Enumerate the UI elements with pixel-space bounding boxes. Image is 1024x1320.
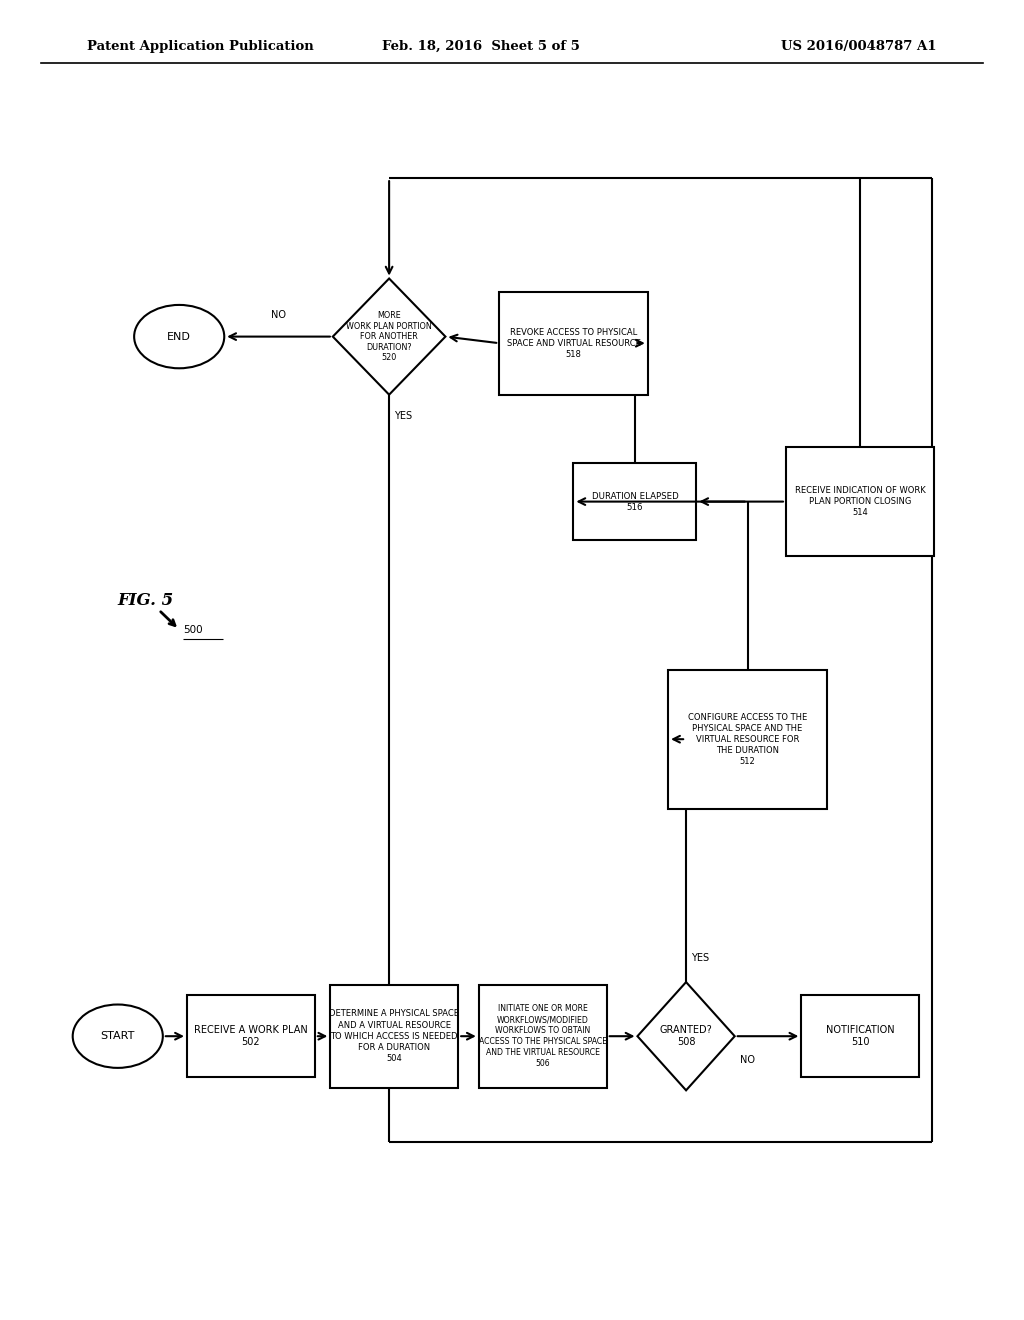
- Text: NO: NO: [739, 1055, 755, 1065]
- Polygon shape: [637, 982, 735, 1090]
- Text: RECEIVE A WORK PLAN
502: RECEIVE A WORK PLAN 502: [194, 1026, 308, 1047]
- Text: DURATION ELAPSED
516: DURATION ELAPSED 516: [592, 491, 678, 512]
- Text: NOTIFICATION
510: NOTIFICATION 510: [825, 1026, 895, 1047]
- Text: US 2016/0048787 A1: US 2016/0048787 A1: [781, 40, 937, 53]
- Ellipse shape: [134, 305, 224, 368]
- FancyBboxPatch shape: [186, 995, 315, 1077]
- Text: FIG. 5: FIG. 5: [118, 593, 174, 609]
- Text: DETERMINE A PHYSICAL SPACE
AND A VIRTUAL RESOURCE
TO WHICH ACCESS IS NEEDED
FOR : DETERMINE A PHYSICAL SPACE AND A VIRTUAL…: [330, 1010, 459, 1063]
- FancyBboxPatch shape: [479, 985, 606, 1088]
- Text: REVOKE ACCESS TO PHYSICAL
SPACE AND VIRTUAL RESOURCE
518: REVOKE ACCESS TO PHYSICAL SPACE AND VIRT…: [507, 327, 640, 359]
- Text: GRANTED?
508: GRANTED? 508: [659, 1026, 713, 1047]
- Polygon shape: [333, 279, 445, 395]
- Text: START: START: [100, 1031, 135, 1041]
- Text: YES: YES: [394, 411, 413, 421]
- Text: RECEIVE INDICATION OF WORK
PLAN PORTION CLOSING
514: RECEIVE INDICATION OF WORK PLAN PORTION …: [795, 486, 926, 517]
- Text: MORE
WORK PLAN PORTION
FOR ANOTHER
DURATION?
520: MORE WORK PLAN PORTION FOR ANOTHER DURAT…: [346, 312, 432, 362]
- FancyBboxPatch shape: [801, 995, 920, 1077]
- FancyBboxPatch shape: [668, 671, 827, 808]
- Text: CONFIGURE ACCESS TO THE
PHYSICAL SPACE AND THE
VIRTUAL RESOURCE FOR
THE DURATION: CONFIGURE ACCESS TO THE PHYSICAL SPACE A…: [688, 713, 807, 766]
- Text: INITIATE ONE OR MORE
WORKFLOWS/MODIFIED
WORKFLOWS TO OBTAIN
ACCESS TO THE PHYSIC: INITIATE ONE OR MORE WORKFLOWS/MODIFIED …: [478, 1005, 607, 1068]
- FancyBboxPatch shape: [330, 985, 459, 1088]
- Text: END: END: [167, 331, 191, 342]
- FancyBboxPatch shape: [786, 447, 934, 556]
- Text: Patent Application Publication: Patent Application Publication: [87, 40, 313, 53]
- FancyBboxPatch shape: [573, 463, 696, 540]
- Text: NO: NO: [271, 310, 286, 321]
- Ellipse shape: [73, 1005, 163, 1068]
- FancyBboxPatch shape: [500, 292, 648, 395]
- Text: YES: YES: [691, 953, 710, 964]
- Text: Feb. 18, 2016  Sheet 5 of 5: Feb. 18, 2016 Sheet 5 of 5: [382, 40, 581, 53]
- Text: 500: 500: [183, 624, 203, 635]
